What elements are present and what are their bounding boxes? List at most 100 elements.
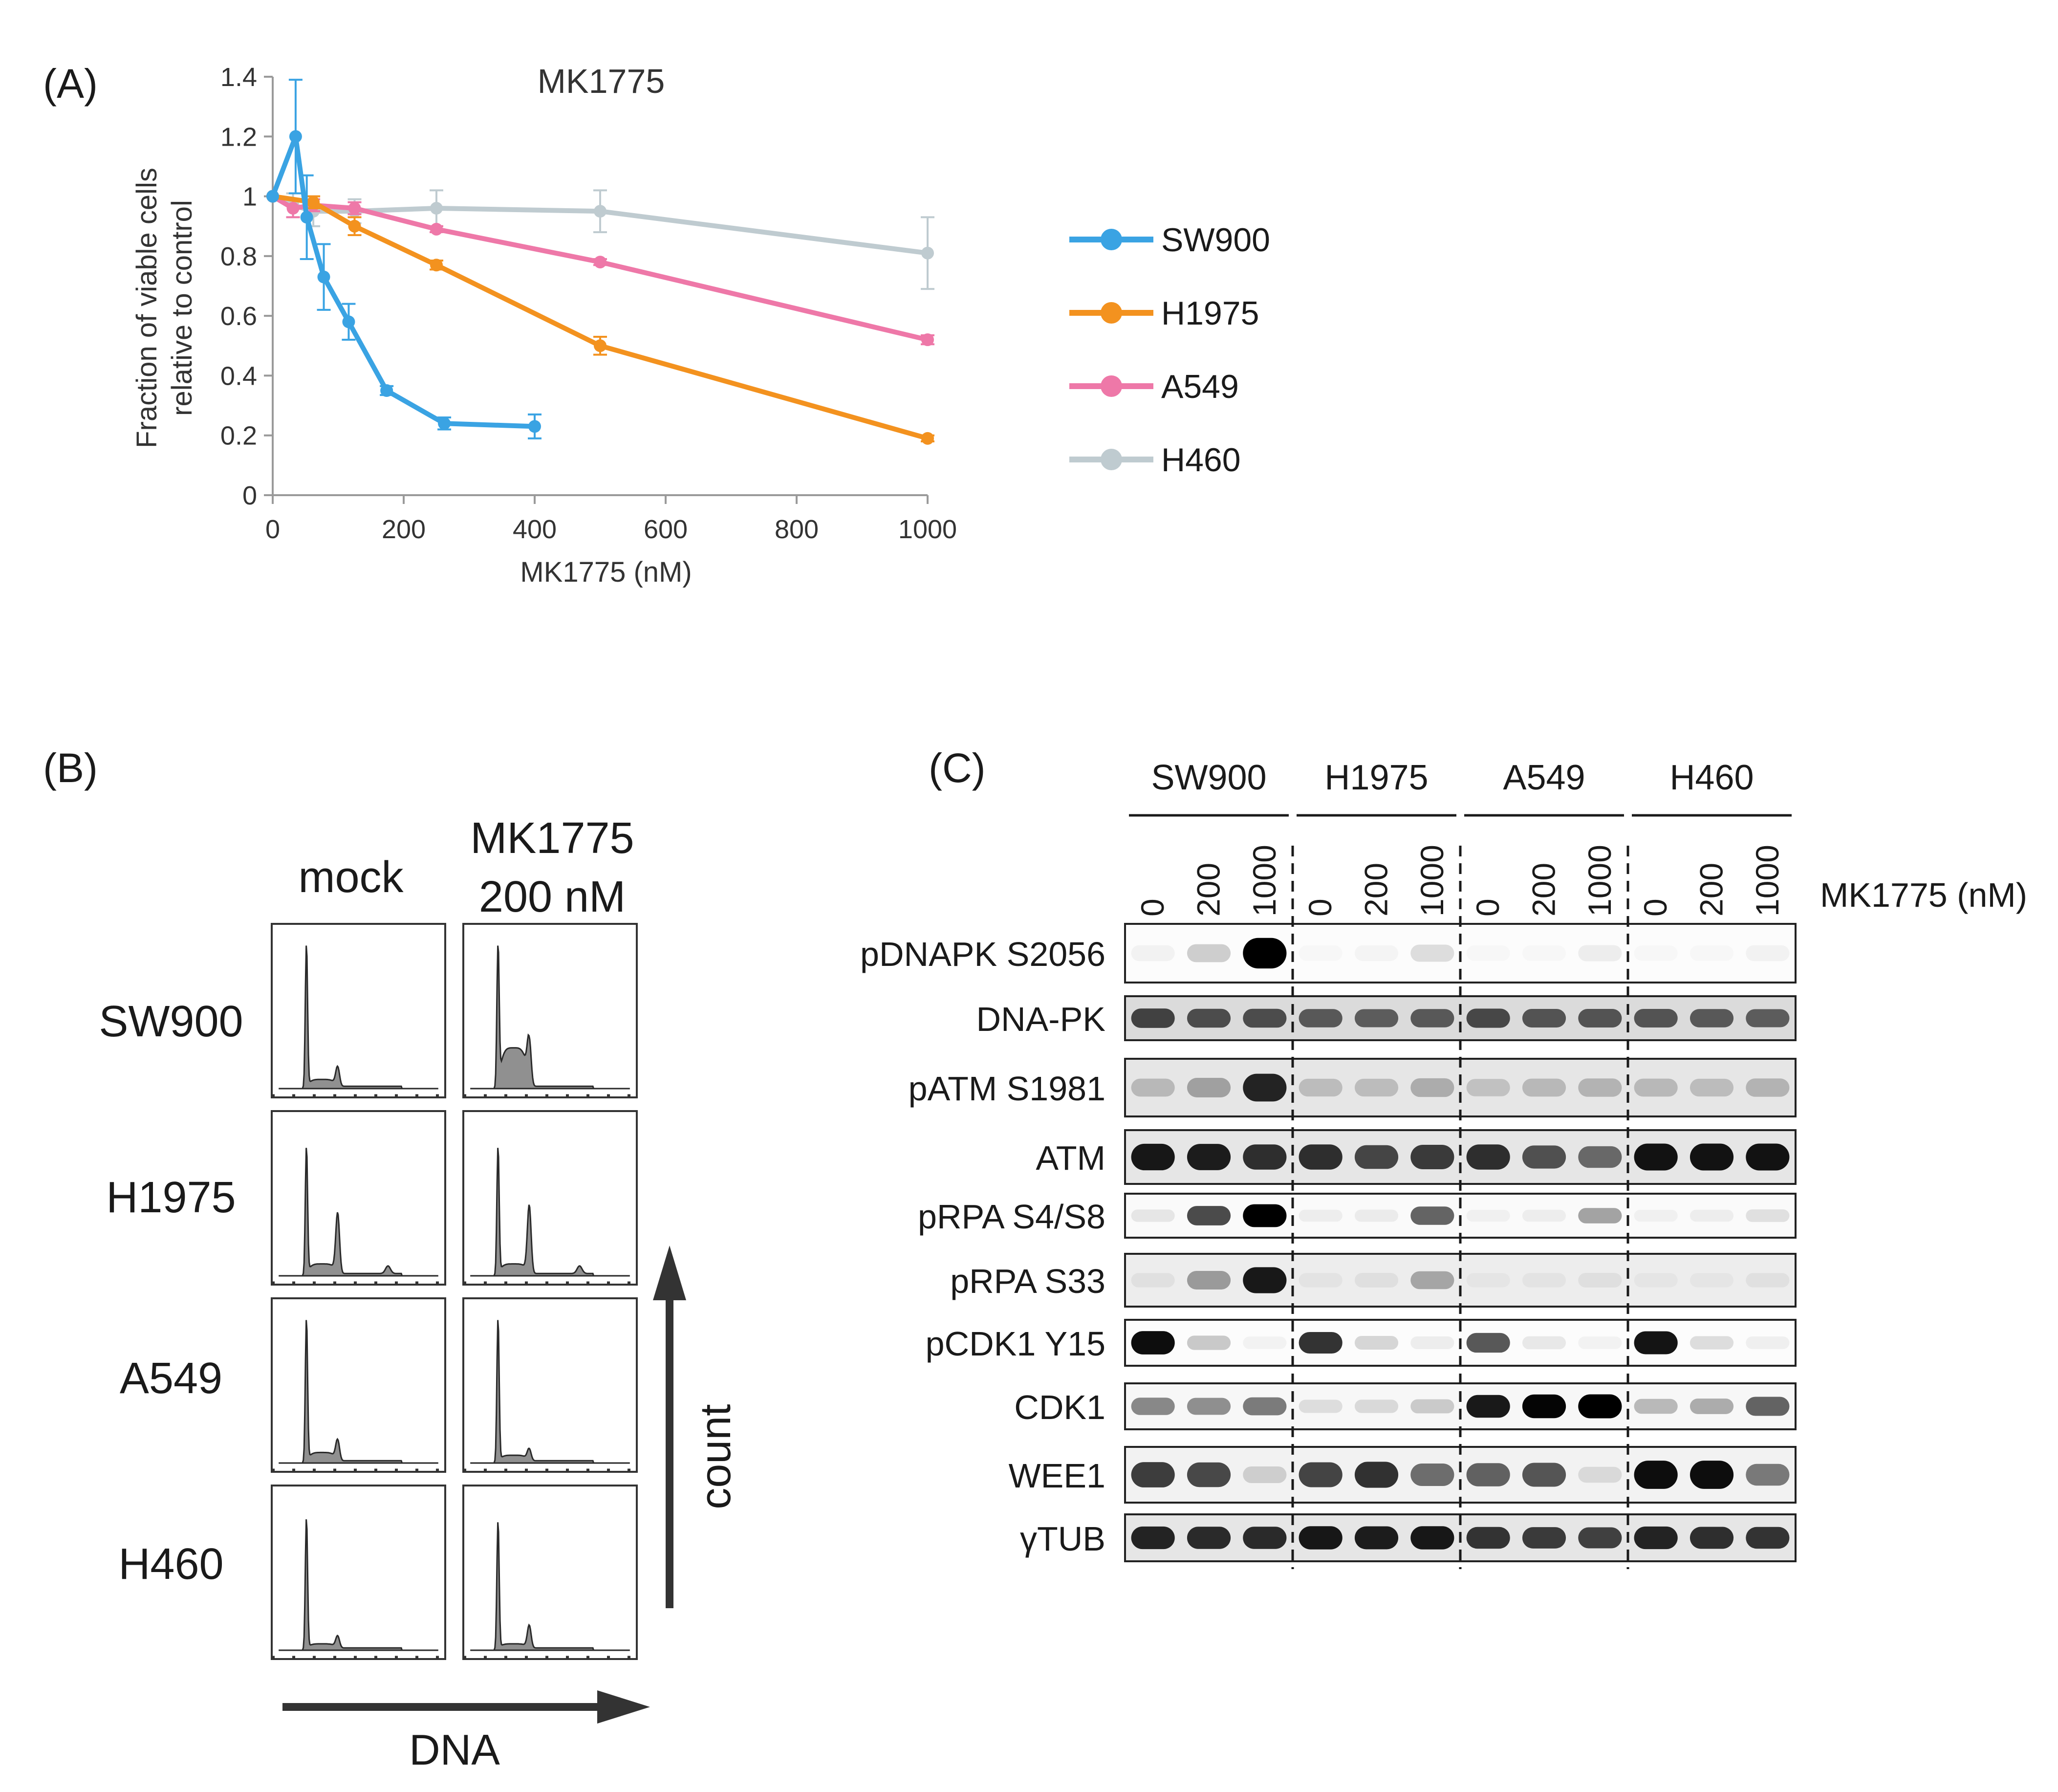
y-axis-title: Fraction of viable cells relative to con…: [131, 168, 198, 448]
data-point-sw900: [289, 130, 302, 143]
legend-swatch-dot-a549: [1101, 375, 1122, 397]
blot-band: [1243, 1397, 1287, 1416]
blot-band: [1634, 1331, 1678, 1355]
flow-y-axis-label: count: [691, 1404, 739, 1509]
data-point-sw900: [438, 417, 451, 430]
blot-band: [1690, 1078, 1734, 1097]
y-tick-label: 0: [242, 481, 257, 510]
blot-band: [1299, 1209, 1343, 1222]
blot-band: [1243, 1336, 1287, 1349]
blot-band: [1634, 1078, 1678, 1097]
flow-row-label-sw900: SW900: [99, 997, 243, 1046]
legend-swatch-dot-sw900: [1101, 229, 1122, 250]
blot-band: [1131, 1273, 1175, 1288]
blot-band: [1354, 1145, 1399, 1169]
blot-band: [1522, 1009, 1566, 1027]
blot-label-atm: ATM: [1036, 1139, 1105, 1177]
blot-band: [1466, 1333, 1510, 1353]
dose-label-h1975-200: 200: [1358, 863, 1394, 917]
blot-band: [1354, 1078, 1399, 1097]
blot-band: [1522, 1394, 1566, 1419]
blot-band: [1690, 1209, 1734, 1222]
dose-label-h1975-1000: 1000: [1414, 845, 1450, 917]
data-point-h1975: [348, 219, 361, 233]
blot-band: [1355, 945, 1398, 961]
blot-membrane: [1124, 1129, 1797, 1185]
blot-band: [1467, 1273, 1510, 1288]
data-point-a549: [921, 333, 934, 347]
flow-x-axis-label: DNA: [409, 1726, 500, 1774]
blot-band: [1243, 1527, 1287, 1549]
blot-band: [1634, 1273, 1678, 1288]
flow-row-label-h1975: H1975: [106, 1173, 236, 1222]
blot-band: [1746, 1009, 1790, 1027]
flow-row-labels: SW900 H1975 A549 H460: [99, 997, 243, 1589]
blot-label-pcdk1-y15: pCDK1 Y15: [926, 1325, 1105, 1363]
blot-band: [1746, 1078, 1790, 1097]
panel-b-flow: mock MK1775 200 nM SW900 H1975 A549 H460 co…: [99, 814, 739, 1774]
flow-histogram-curve: [470, 945, 630, 1090]
dose-label-sw900-200: 200: [1191, 863, 1227, 917]
flow-histogram-curve: [470, 1522, 630, 1651]
blot-band: [1466, 1527, 1510, 1549]
flow-histogram-curve: [279, 945, 438, 1090]
data-point-sw900: [528, 420, 541, 433]
flow-histogram-frame: [462, 1485, 638, 1660]
blot-band: [1131, 1331, 1175, 1355]
data-point-a549: [286, 202, 300, 215]
x-axis-title: MK1775 (nM): [520, 556, 692, 588]
blot-label-wee1: WEE1: [1009, 1457, 1105, 1495]
cell-line-header-h460: H460: [1669, 758, 1754, 797]
legend-label-sw900: SW900: [1161, 221, 1270, 259]
blot-band: [1746, 1336, 1790, 1349]
blot-band: [1299, 1399, 1343, 1413]
blot-band: [1634, 1399, 1678, 1414]
blot-band: [1466, 1079, 1510, 1096]
blot-band: [1131, 1398, 1175, 1415]
blot-band: [1690, 1461, 1734, 1489]
blot-band: [1578, 1146, 1622, 1168]
blot-band: [1299, 1144, 1343, 1170]
flow-histogram-curve: [279, 1320, 438, 1464]
panel-a-chart: MK1775 MK1775 (nM) Fraction of viable ce…: [131, 62, 1270, 588]
legend-swatch-dot-h460: [1101, 449, 1122, 470]
cell-line-header-sw900: SW900: [1151, 758, 1266, 797]
blot-band: [1522, 945, 1566, 961]
blot-band: [1634, 1526, 1678, 1550]
blot-band: [1746, 1143, 1790, 1171]
blot-membrane: [1124, 1253, 1797, 1308]
blot-band: [1187, 1527, 1231, 1549]
flow-histogram-sw900-mock: [271, 923, 446, 1098]
blot-band: [1522, 1078, 1566, 1097]
blot-band: [1131, 1143, 1175, 1171]
flow-histogram-frame: [462, 1297, 638, 1473]
blot-band: [1410, 1336, 1454, 1349]
blot-prpa-s33: pRPA S33: [950, 1253, 1797, 1308]
blot-band: [1578, 1336, 1622, 1349]
blot-label-cdk1: CDK1: [1014, 1388, 1105, 1426]
blot-membrane: [1124, 1058, 1797, 1117]
blot-wee1: WEE1: [1009, 1446, 1797, 1504]
blot-band: [1187, 1398, 1231, 1415]
flow-histogram-frame: [271, 923, 446, 1098]
blot-band: [1187, 1206, 1231, 1225]
data-point-sw900: [342, 315, 355, 328]
blot-band: [1131, 1462, 1175, 1487]
panel-c-label: (C): [929, 745, 986, 791]
y-tick-label: 0.8: [220, 242, 257, 271]
blot-band: [1746, 1464, 1790, 1486]
blot-band: [1522, 1527, 1566, 1549]
blot-band: [1690, 945, 1733, 961]
cell-line-header-a549: A549: [1503, 758, 1585, 797]
dose-label-sw900-1000: 1000: [1246, 845, 1282, 917]
dose-label-a549-1000: 1000: [1581, 845, 1618, 917]
blot-band: [1410, 1078, 1454, 1097]
blot-band: [1131, 1526, 1175, 1550]
blot-tub: γTUB: [1020, 1513, 1797, 1562]
legend-label-h460: H460: [1161, 441, 1241, 479]
chart-legend: SW900 H1975 A549 H460: [1069, 221, 1270, 479]
dose-label-h460-0: 0: [1637, 898, 1673, 917]
blot-band: [1243, 1008, 1287, 1028]
x-tick-label: 600: [644, 515, 688, 544]
blot-band: [1410, 1399, 1454, 1414]
